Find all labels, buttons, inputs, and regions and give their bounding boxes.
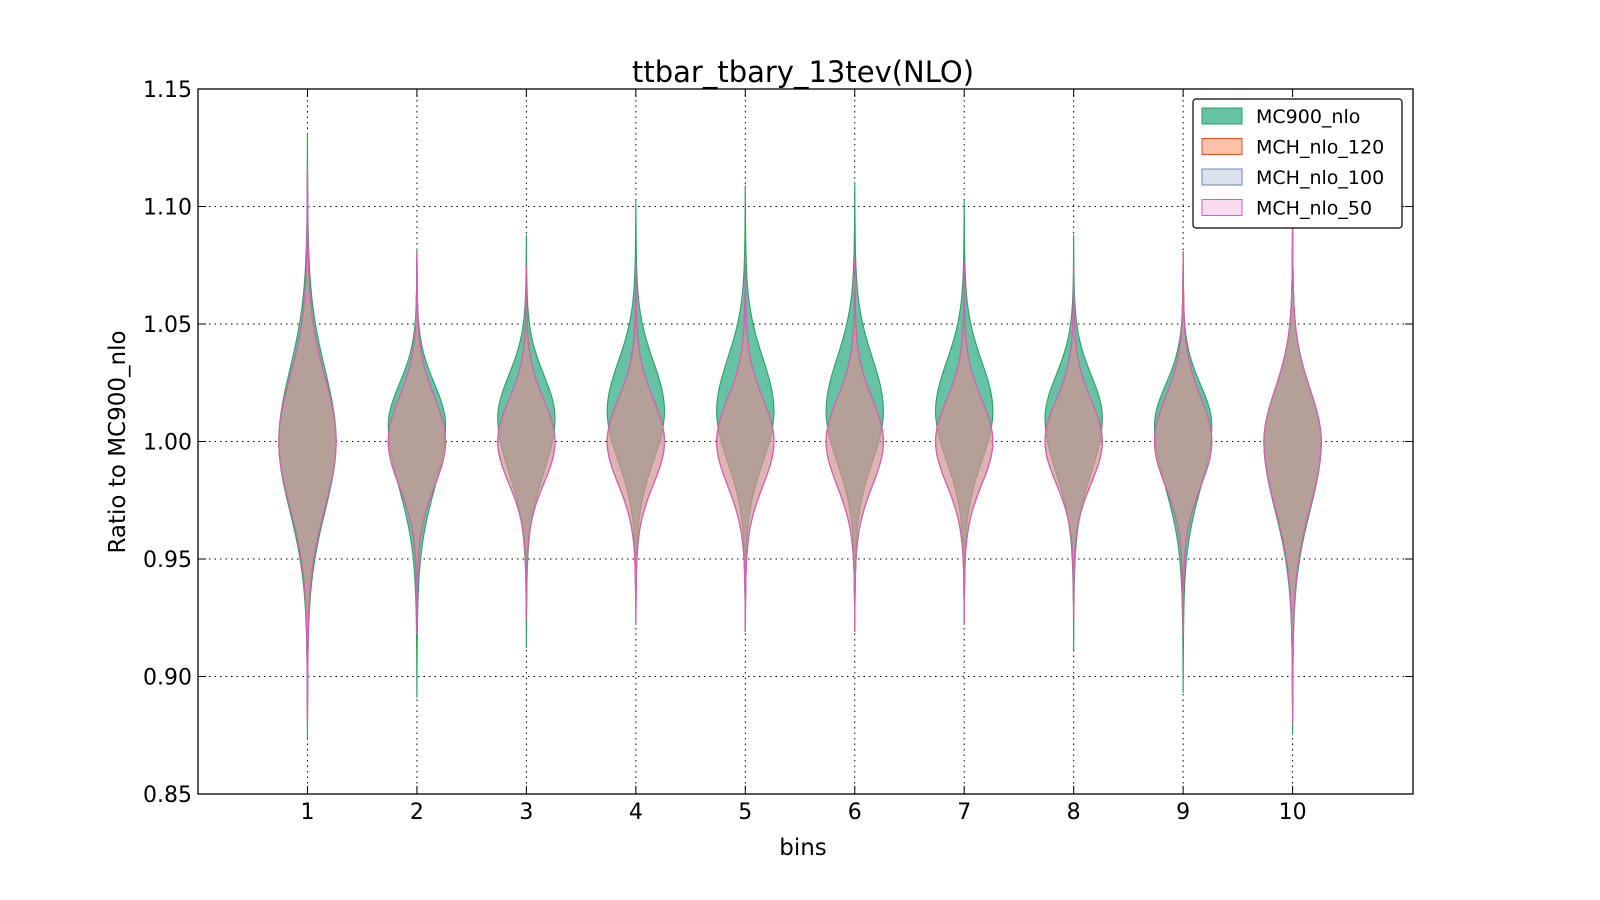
y-tick-label: 0.90	[143, 666, 192, 691]
legend-swatch-MCH_nlo_50	[1201, 199, 1243, 216]
x-tick-label: 10	[1279, 800, 1307, 825]
y-tick-label: 1.10	[143, 196, 192, 221]
legend-swatch-MCH_nlo_100	[1201, 168, 1243, 186]
x-tick-label: 6	[848, 800, 862, 825]
violin-MCH_nlo_50-bin-5	[716, 255, 775, 632]
violins	[278, 133, 1322, 740]
y-tick-label: 1.15	[143, 78, 192, 103]
y-tick-label: 0.95	[143, 548, 192, 573]
x-tick-label: 8	[1067, 800, 1081, 825]
x-tick-label: 3	[519, 800, 533, 825]
x-axis-label: bins	[779, 835, 827, 861]
violin-MCH_nlo_50-bin-3	[497, 265, 556, 621]
legend: MC900_nlo MCH_nlo_120 MCH_nlo_100 MCH_nlo_5…	[1192, 98, 1403, 229]
legend-label-MCH_nlo_120: MCH_nlo_120	[1256, 137, 1384, 159]
legend-swatch-MC900_nlo	[1201, 107, 1243, 125]
violin-MCH_nlo_50-bin-4	[606, 260, 666, 625]
legend-swatch-MCH_nlo_120	[1201, 138, 1243, 155]
violin-MCH_nlo_50-bin-1	[278, 166, 337, 724]
y-tick-label: 1.00	[143, 431, 192, 456]
legend-label-MC900_nlo: MC900_nlo	[1256, 106, 1360, 128]
violin-MCH_nlo_50-bin-7	[935, 262, 994, 625]
legend-label-MCH_nlo_50: MCH_nlo_50	[1256, 198, 1372, 220]
x-tick-label: 1	[300, 800, 314, 825]
violin-series	[278, 166, 1322, 724]
violin-MCH_nlo_50-bin-6	[825, 258, 884, 632]
x-tick-label: 2	[410, 800, 424, 825]
x-tick-label: 4	[629, 800, 643, 825]
axis-ticks: 0.85 0.90 0.95 1.00 1.05 1.10 1.15 1 2 3 4 5 6 7 8 9 10	[143, 78, 1413, 825]
legend-box	[1192, 98, 1403, 229]
y-axis-label: Ratio to MC900_nlo	[105, 330, 131, 553]
x-tick-label: 7	[957, 800, 971, 825]
y-tick-label: 1.05	[143, 313, 192, 338]
chart-title: ttbar_tbary_13tev(NLO)	[632, 55, 974, 89]
y-tick-label: 0.85	[143, 783, 192, 808]
violin-MCH_nlo_50-bin-8	[1044, 265, 1103, 621]
x-tick-label: 9	[1176, 800, 1190, 825]
legend-label-MCH_nlo_100: MCH_nlo_100	[1256, 167, 1384, 189]
x-tick-label: 5	[738, 800, 752, 825]
violin-MCH_nlo_50-bin-2	[387, 251, 447, 635]
violin-MCH_nlo_50-bin-9	[1153, 251, 1213, 635]
